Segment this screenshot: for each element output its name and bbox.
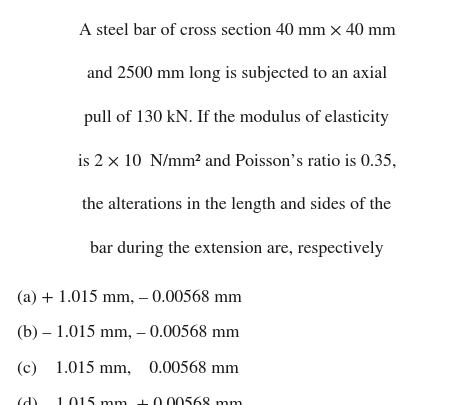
Text: (d) – 1.015 mm, + 0.00568 mm: (d) – 1.015 mm, + 0.00568 mm (17, 396, 242, 405)
Text: (a) + 1.015 mm, – 0.00568 mm: (a) + 1.015 mm, – 0.00568 mm (17, 290, 241, 306)
Text: bar during the extension are, respectively: bar during the extension are, respective… (90, 241, 384, 257)
Text: is 2 × 10⁵ N/mm² and Poisson’s ratio is 0.35,: is 2 × 10⁵ N/mm² and Poisson’s ratio is … (78, 153, 396, 170)
Text: and 2500 mm long is subjected to an axial: and 2500 mm long is subjected to an axia… (87, 66, 387, 83)
Text: (b) – 1.015 mm, – 0.00568 mm: (b) – 1.015 mm, – 0.00568 mm (17, 325, 239, 341)
Text: the alterations in the length and sides of the: the alterations in the length and sides … (82, 197, 392, 213)
Text: A steel bar of cross section 40 mm × 40 mm: A steel bar of cross section 40 mm × 40 … (79, 22, 395, 38)
Text: pull of 130 kN. If the modulus of elasticity: pull of 130 kN. If the modulus of elasti… (84, 110, 390, 126)
Text: (c)    1.015 mm,    0.00568 mm: (c) 1.015 mm, 0.00568 mm (17, 361, 238, 377)
